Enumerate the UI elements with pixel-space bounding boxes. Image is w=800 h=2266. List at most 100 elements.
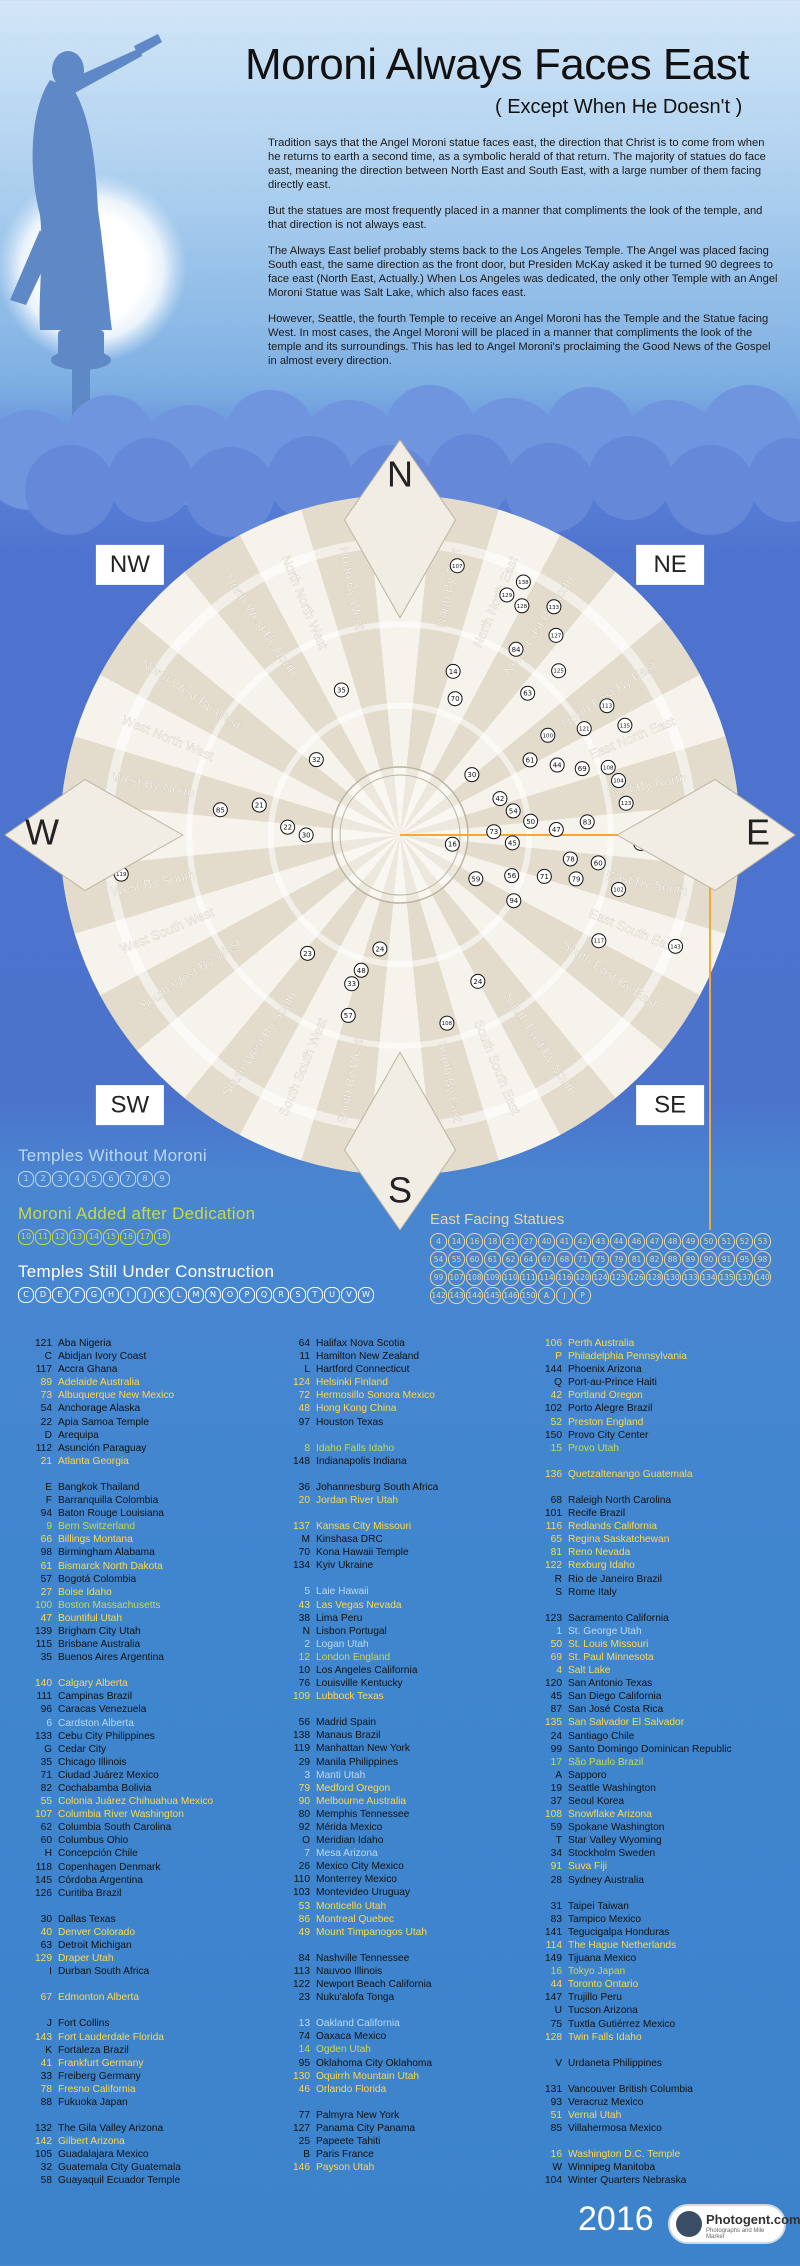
temple-number: 148 bbox=[293, 1455, 310, 1467]
temple-number: 57 bbox=[40, 1573, 52, 1585]
temple-number: 90 bbox=[298, 1795, 310, 1807]
compass-wedge bbox=[61, 736, 400, 835]
temple-name: Curitiba Brazil bbox=[58, 1887, 122, 1899]
temple-name: Ciudad Juárez Mexico bbox=[58, 1769, 159, 1781]
temple-list-item: 4 Salt Lake bbox=[540, 1664, 732, 1677]
temple-list-item: O Meridian Idaho bbox=[288, 1834, 438, 1847]
temple-number: Q bbox=[554, 1377, 562, 1389]
legend-marker: 2 bbox=[35, 1170, 51, 1187]
legend-marker: K bbox=[154, 1286, 170, 1303]
temple-list-item: 140 Calgary Alberta bbox=[30, 1677, 213, 1690]
temple-marker: 83 bbox=[579, 814, 595, 830]
temple-name: Fort Collins bbox=[58, 2018, 110, 2030]
east-facing-marker: P bbox=[574, 1287, 591, 1304]
temple-number: 20 bbox=[298, 1494, 310, 1506]
svg-text:23: 23 bbox=[303, 950, 312, 958]
compass-wedge bbox=[400, 674, 726, 835]
svg-text:16: 16 bbox=[448, 841, 457, 849]
temple-list-item: 81 Reno Nevada bbox=[540, 1546, 732, 1559]
temple-name: Porto Alegre Brazil bbox=[568, 1403, 653, 1415]
temple-name: Medford Oregon bbox=[316, 1782, 391, 1794]
svg-text:47: 47 bbox=[552, 826, 561, 834]
temple-list-item: 70 Kona Hawaii Temple bbox=[288, 1546, 438, 1559]
east-facing-marker: 126 bbox=[628, 1269, 645, 1286]
temple-name: Accra Ghana bbox=[58, 1364, 118, 1376]
svg-text:35: 35 bbox=[337, 686, 346, 694]
east-facing-marker: 90 bbox=[700, 1251, 717, 1268]
temple-number: 3 bbox=[304, 1769, 310, 1781]
temple-number: 27 bbox=[40, 1586, 52, 1598]
temple-number: 128 bbox=[545, 2031, 562, 2043]
temple-number: 131 bbox=[545, 2083, 562, 2095]
east-facing-marker: 95 bbox=[736, 1251, 753, 1268]
temple-name: Birmingham Alabama bbox=[58, 1547, 155, 1559]
temple-number: 133 bbox=[35, 1730, 52, 1742]
svg-text:73: 73 bbox=[489, 828, 498, 836]
temple-number: 22 bbox=[40, 1416, 52, 1428]
temple-name: Nuku'alofa Tonga bbox=[316, 1992, 395, 2004]
svg-text:129: 129 bbox=[502, 593, 513, 599]
temple-number: P bbox=[555, 1351, 562, 1363]
temple-list-item: 50 St. Louis Missouri bbox=[540, 1638, 732, 1651]
temple-number: 48 bbox=[298, 1403, 310, 1415]
temple-list-item: 27 Boise Idaho bbox=[30, 1586, 213, 1599]
temple-list-item: 135 San Salvador El Salvador bbox=[540, 1716, 732, 1729]
temple-number: 24 bbox=[550, 1730, 562, 1742]
temple-list-item: 92 Mérida Mexico bbox=[288, 1821, 438, 1834]
temple-list-item: 30 Dallas Texas bbox=[30, 1913, 213, 1926]
temple-name: San Salvador El Salvador bbox=[568, 1717, 685, 1729]
temple-name: Manila Philippines bbox=[316, 1756, 399, 1768]
temple-name: Barranquilla Colombia bbox=[58, 1495, 159, 1507]
temple-name: Las Vegas Nevada bbox=[316, 1599, 402, 1611]
east-facing-marker: J bbox=[556, 1287, 573, 1304]
temple-number: T bbox=[555, 1835, 562, 1847]
temple-marker: 60 bbox=[590, 855, 606, 871]
temple-name: Sapporo bbox=[568, 1769, 607, 1781]
temple-number: 139 bbox=[35, 1625, 52, 1637]
temple-number: 120 bbox=[545, 1678, 562, 1690]
temple-name: Meridian Idaho bbox=[316, 1835, 384, 1847]
east-facing-marker: 50 bbox=[700, 1233, 717, 1250]
east-facing-marker: 44 bbox=[610, 1233, 627, 1250]
temple-list-item: 148 Indianapolis Indiana bbox=[288, 1455, 438, 1468]
temple-list-item: K Fortaleza Brazil bbox=[30, 2044, 213, 2057]
temple-list-item: 33 Freiberg Germany bbox=[30, 2070, 213, 2083]
temple-name: Snowflake Arizona bbox=[568, 1809, 652, 1821]
cardinal-point bbox=[343, 440, 457, 619]
temple-name: Lima Peru bbox=[316, 1612, 363, 1624]
temple-number: 71 bbox=[40, 1769, 52, 1781]
temple-list-item: 74 Oaxaca Mexico bbox=[288, 2030, 438, 2043]
temple-list-item: 25 Papeete Tahiti bbox=[288, 2135, 438, 2148]
temple-name: Mexico City Mexico bbox=[316, 1861, 404, 1873]
legend-added-after-items: 10 11 12 13 14 15 16 17 18 bbox=[18, 1226, 171, 1245]
temple-marker: 14 bbox=[445, 663, 461, 679]
legend-marker: I bbox=[120, 1286, 136, 1303]
svg-text:71: 71 bbox=[540, 873, 549, 881]
svg-text:79: 79 bbox=[572, 875, 581, 883]
temple-list-item: 122 Rexburg Idaho bbox=[540, 1559, 732, 1572]
temple-name: Helsinki Finland bbox=[316, 1377, 388, 1389]
temple-list-item: 96 Caracas Venezuela bbox=[30, 1703, 213, 1716]
svg-text:33: 33 bbox=[347, 980, 356, 988]
temple-number: 35 bbox=[40, 1756, 52, 1768]
temple-number: 122 bbox=[293, 1979, 310, 1991]
temple-marker: 129 bbox=[499, 587, 515, 603]
temple-list-item: 47 Bountiful Utah bbox=[30, 1612, 213, 1625]
temple-name: Trujillo Peru bbox=[568, 1992, 622, 2004]
temple-number: 92 bbox=[298, 1822, 310, 1833]
temple-number: 11 bbox=[299, 1351, 310, 1363]
temple-name: Lubbock Texas bbox=[316, 1691, 384, 1703]
list-spacer bbox=[30, 1978, 213, 1991]
temple-list-item: 5 Laie Hawaii bbox=[288, 1585, 438, 1598]
temple-list-item: 146 Payson Utah bbox=[288, 2161, 438, 2174]
temple-number: 68 bbox=[550, 1494, 562, 1506]
temple-number: 23 bbox=[298, 1992, 310, 2004]
temple-marker: 30 bbox=[298, 827, 314, 843]
temple-name: Laie Hawaii bbox=[316, 1586, 369, 1598]
east-facing-marker: 14 bbox=[448, 1233, 465, 1250]
legend-marker: O bbox=[222, 1286, 238, 1303]
temple-number: 15 bbox=[550, 1442, 562, 1454]
temple-name: Draper Utah bbox=[58, 1953, 114, 1965]
temple-marker: 78 bbox=[562, 851, 578, 867]
temple-number: 63 bbox=[40, 1940, 52, 1952]
